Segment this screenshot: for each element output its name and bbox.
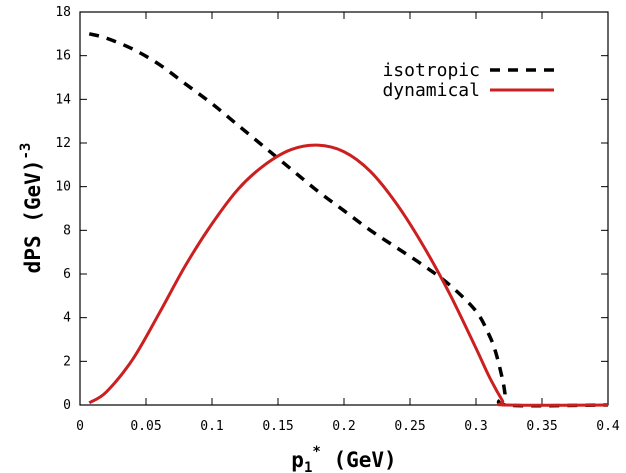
y-tick-label: 6	[63, 267, 71, 282]
y-tick-label: 14	[55, 92, 71, 107]
x-tick-label: 0.05	[130, 419, 161, 434]
legend-label-dynamical: dynamical	[382, 80, 480, 101]
y-tick-label: 18	[55, 5, 71, 20]
x-axis-label: p1* (GeV)	[291, 444, 396, 473]
legend: isotropic dynamical	[382, 60, 554, 101]
y-axis-label: dPS (GeV)-3	[18, 143, 45, 274]
y-tick-label: 10	[55, 180, 71, 195]
x-tick-labels: 0 0.05 0.1 0.15 0.2 0.25 0.3 0.35 0.4	[76, 419, 620, 434]
y-tick-label: 16	[55, 49, 71, 64]
x-tick-label: 0.1	[200, 419, 223, 434]
axis-ticks	[79, 11, 609, 406]
x-tick-label: 0.3	[464, 419, 487, 434]
y-tick-label: 12	[55, 136, 71, 151]
x-tick-label: 0.15	[262, 419, 293, 434]
y-tick-labels: 0 2 4 6 8 10 12 14 16 18	[55, 5, 71, 413]
x-tick-label: 0.35	[526, 419, 557, 434]
y-tick-label: 2	[63, 354, 71, 369]
x-tick-label: 0	[76, 419, 84, 434]
x-tick-label: 0.2	[332, 419, 355, 434]
y-tick-label: 8	[63, 223, 71, 238]
x-tick-label: 0.4	[596, 419, 620, 434]
y-tick-label: 4	[63, 311, 71, 326]
legend-label-isotropic: isotropic	[382, 60, 480, 81]
x-tick-label: 0.25	[394, 419, 425, 434]
series-line-isotropic	[88, 32, 609, 408]
series-curves	[88, 32, 609, 408]
y-tick-label: 0	[63, 398, 71, 413]
series-line-dynamical	[88, 143, 609, 407]
